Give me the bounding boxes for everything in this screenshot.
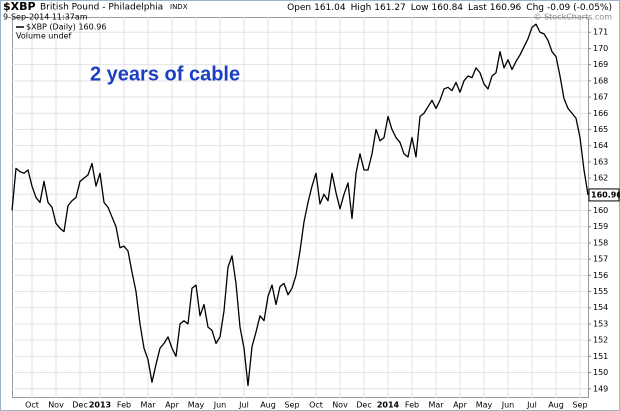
y-tick-label: 160 <box>593 206 608 215</box>
quote-label: Last <box>468 3 487 13</box>
y-tick-label: 163 <box>593 157 608 166</box>
y-tick-label: 157 <box>593 255 608 264</box>
quote-label: Chg <box>526 3 544 13</box>
x-tick-label: Mar <box>140 401 156 410</box>
x-tick-label: Dec <box>356 401 371 410</box>
y-tick-label: 169 <box>593 60 608 69</box>
x-tick-label: Apr <box>453 401 468 410</box>
y-tick-label: 149 <box>593 384 608 393</box>
x-tick-label: Oct <box>25 401 39 410</box>
quote-text: Open 161.04 High 161.27 Low 160.84 Last 160.96 C… <box>287 3 612 13</box>
x-tick-label: Jun <box>501 401 515 410</box>
y-tick-label: 154 <box>593 303 608 312</box>
x-tick-label: 2014 <box>377 401 400 410</box>
x-tick-label: Sep <box>572 401 587 410</box>
y-tick-label: 155 <box>593 287 608 296</box>
x-tick-label: Nov <box>332 401 348 410</box>
last-price-label: 160.96 <box>591 190 620 199</box>
date: 9-Sep-2014 11:37am <box>3 13 88 22</box>
annotation: 2 years of cable <box>90 63 240 85</box>
quote-value: -0.09 (-0.05%) <box>547 3 612 13</box>
y-tick-label: 170 <box>593 44 608 53</box>
y-tick-label: 167 <box>593 93 608 102</box>
x-tick-label: Feb <box>117 401 131 410</box>
grid <box>12 17 588 398</box>
x-tick-label: Oct <box>309 401 323 410</box>
last-price-tag <box>588 188 620 202</box>
x-tick-label: Aug <box>260 401 276 410</box>
credit: © StockCharts.com <box>534 13 613 22</box>
x-tick-label: Dec <box>72 401 87 410</box>
symbol: $XBP <box>3 0 36 13</box>
y-tick-label: 164 <box>593 141 608 150</box>
y-tick-label: 158 <box>593 238 608 247</box>
y-tick-label: 152 <box>593 336 608 345</box>
y-tick-label: 156 <box>593 271 608 280</box>
y-tick-label: 153 <box>593 319 608 328</box>
quote: Open 161.04 High 161.27 Low 160.84 Last 160.96 C… <box>287 3 612 13</box>
x-tick-label: Jul <box>238 401 249 410</box>
x-tick-label: Jul <box>526 401 537 410</box>
y-tick-label: 166 <box>593 109 608 118</box>
legend-entry: Volume undef <box>16 32 71 41</box>
instrument-name: British Pound - Philadelphia <box>40 3 163 13</box>
quote-value: 161.27 <box>374 3 406 13</box>
quote-label: High <box>351 3 372 13</box>
quote-value: 160.96 <box>490 3 522 13</box>
quote-value: 161.04 <box>314 3 346 13</box>
x-tick-label: Mar <box>428 401 444 410</box>
y-tick-label: 171 <box>593 28 608 37</box>
x-tick-label: 2013 <box>89 401 111 410</box>
y-tick-label: 151 <box>593 352 608 361</box>
y-tick-label: 165 <box>593 125 608 134</box>
y-tick-label: 159 <box>593 222 608 231</box>
exchange: INDX <box>170 3 188 11</box>
x-tick-label: Sep <box>284 401 299 410</box>
x-tick-label: May <box>476 401 493 410</box>
quote-value: 160.84 <box>432 3 464 13</box>
y-tick-label: 162 <box>593 174 608 183</box>
x-tick-label: Aug <box>548 401 564 410</box>
price-line <box>11 23 589 387</box>
quote-label: Open <box>287 3 311 13</box>
legend-entry: $XBP (Daily) 160.96 <box>26 23 106 32</box>
x-tick-label: Feb <box>405 401 419 410</box>
x-tick-label: Nov <box>48 401 64 410</box>
quote-label: Low <box>411 3 429 13</box>
x-tick-label: Apr <box>165 401 180 410</box>
x-tick-label: Jun <box>213 401 227 410</box>
x-tick-label: May <box>188 401 205 410</box>
y-tick-label: 150 <box>593 368 608 377</box>
y-tick-label: 168 <box>593 76 608 85</box>
